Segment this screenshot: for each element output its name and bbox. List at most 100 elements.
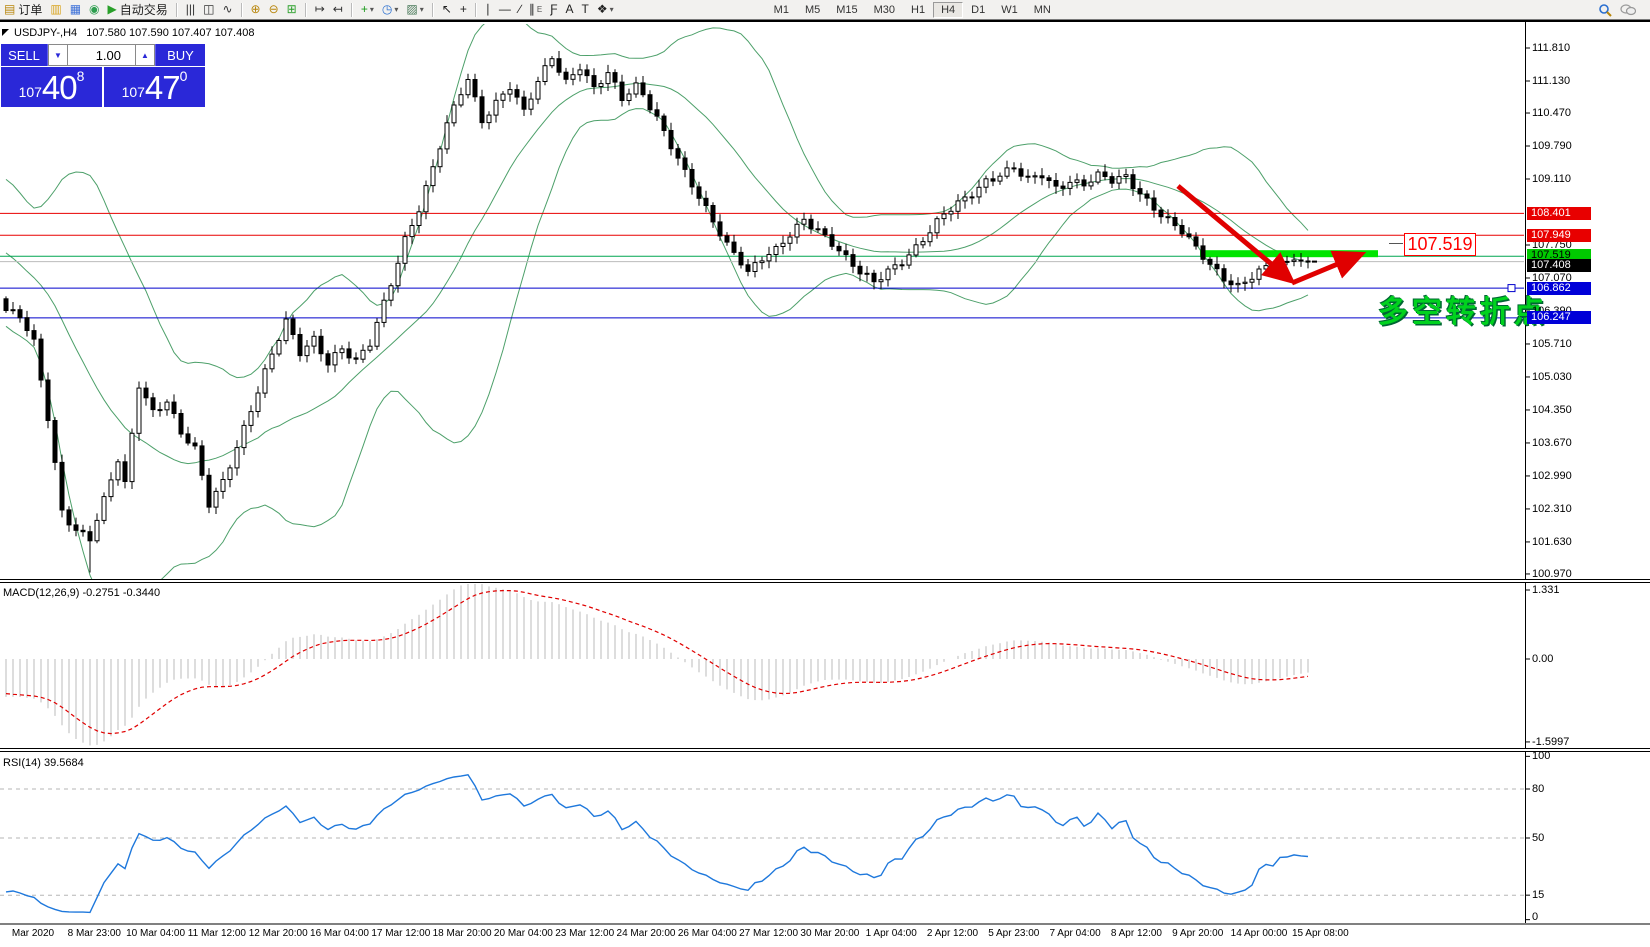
toolbar: ▤ 订单 ▥ ▦ ◉ ▶ 自动交易 ||| ◫ ∿ ⊕ ⊖ ⊞ ↦ ↤ + ▾ ◷ ▾ ▨ ▾ ↖ + ∣ ― ∕ ∥ E Ƒ A T ❖ ▾ M… [0, 0, 1650, 20]
date-label: 8 Apr 12:00 [1110, 928, 1162, 939]
price-chart-canvas[interactable] [0, 22, 1650, 947]
one-click-trading-panel: SELL ▼ 1.00 ▲ BUY 107 40 8 107 47 0 [1, 44, 205, 107]
timeframe-button-mn[interactable]: MN [1033, 3, 1051, 16]
rsi-pane-resize-handle[interactable] [0, 748, 1650, 752]
tile-windows-icon[interactable]: ⊞ [284, 1, 300, 18]
date-label: 30 Mar 20:00 [800, 928, 860, 939]
timeframe-button-m1[interactable]: M1 [773, 3, 789, 16]
date-label: 17 Mar 12:00 [371, 928, 431, 939]
search-icon[interactable] [1595, 1, 1615, 18]
timeframe-button-m30[interactable]: M30 [873, 3, 896, 16]
navigator-icon[interactable]: ◉ [86, 1, 102, 18]
price-tick-label: 103.670 [1532, 436, 1572, 449]
fibonacci-icon[interactable]: Ƒ [547, 1, 560, 18]
periodicity-icon: ◷ [381, 2, 393, 16]
data-window-icon[interactable]: ▦ [67, 1, 84, 18]
cursor-icon[interactable]: ↖ [439, 1, 455, 18]
timeframe-button-d1[interactable]: D1 [971, 3, 986, 16]
new-order-icon[interactable]: ▤ 订单 [1, 1, 45, 18]
horizontal-line-objects [0, 212, 1524, 319]
toolbar-group: ⊕ ⊖ ⊞ [247, 1, 301, 19]
autotrade-icon[interactable]: ▶ 自动交易 [105, 1, 171, 18]
equidistant-channel-icon-sub: E [536, 5, 543, 14]
crosshair-icon[interactable]: + [457, 1, 470, 18]
chart-shift-icon[interactable]: ↤ [330, 1, 346, 18]
ohlc-values-label: 107.580 107.590 107.407 107.408 [86, 27, 255, 39]
volume-decrease-button[interactable]: ▼ [48, 44, 68, 66]
price-marker-106-247: 106.247 [1527, 311, 1591, 325]
timeframe-button-m5[interactable]: M5 [804, 3, 821, 16]
periodicity-icon[interactable]: ◷ ▾ [379, 1, 402, 18]
horizontal-line-icon[interactable]: ― [496, 1, 514, 18]
toolbar-group: ||| ◫ ∿ [182, 1, 237, 19]
trendline-icon: ∕ [518, 2, 521, 16]
volume-input[interactable]: 1.00 [68, 44, 135, 66]
price-tick-label: 102.310 [1532, 502, 1572, 515]
chart-header: USDJPY-,H4 107.580 107.590 107.407 107.4… [14, 27, 254, 39]
price-tick-label: 107.070 [1532, 271, 1572, 284]
arrows-icon[interactable]: ❖ ▾ [594, 1, 617, 18]
bar-chart-icon: ||| [185, 2, 196, 16]
date-label: 11 Mar 12:00 [187, 928, 246, 939]
rsi-tick-label: 80 [1532, 783, 1545, 795]
date-label: 1 Apr 04:00 [865, 928, 917, 939]
timeframe-button-w1[interactable]: W1 [1001, 3, 1018, 16]
toolbar-group: ↖ + [438, 1, 471, 19]
volume-increase-button[interactable]: ▲ [135, 44, 155, 66]
price-tick-label: 101.630 [1532, 535, 1572, 548]
community-chat-icon[interactable] [1617, 1, 1639, 18]
auto-scroll-icon[interactable]: ↦ [312, 1, 328, 18]
macd-indicator-label: MACD(12,26,9) -0.2751 -0.3440 [3, 587, 161, 599]
rsi-tick-label: 50 [1532, 832, 1545, 844]
candlestick-icon: ◫ [203, 2, 215, 16]
toolbar-separator [240, 2, 243, 17]
price-tick-label: 109.790 [1532, 140, 1572, 152]
macd-pane [5, 584, 1309, 746]
vertical-line-icon[interactable]: ∣ [482, 1, 494, 18]
price-tick-label: 105.710 [1532, 337, 1572, 350]
price-marker-107-408: 107.408 [1527, 259, 1591, 273]
buy-button[interactable]: BUY [155, 44, 205, 66]
autotrade-icon-label: 自动交易 [119, 3, 168, 17]
horizontal-line-icon: ― [498, 2, 511, 16]
hline-drag-handle[interactable] [1507, 284, 1516, 293]
price-tick-label: 110.470 [1532, 107, 1571, 120]
date-label: 27 Mar 12:00 [739, 928, 799, 939]
templates-icon[interactable]: ▨ ▾ [403, 1, 426, 18]
bar-chart-icon[interactable]: ||| [183, 1, 198, 18]
timeframe-button-m15[interactable]: M15 [836, 3, 858, 16]
line-chart-icon[interactable]: ∿ [219, 1, 235, 18]
date-label: 5 Apr 23:00 [988, 928, 1040, 939]
market-watch-icon[interactable]: ▥ [47, 1, 64, 18]
buy-price-display[interactable]: 107 47 0 [104, 67, 205, 107]
data-window-icon: ▦ [69, 2, 82, 16]
price-callout-label[interactable]: 107.519 [1404, 233, 1476, 256]
price-tick-label: 111.130 [1532, 74, 1571, 87]
vertical-line-icon: ∣ [484, 2, 491, 16]
zoom-out-icon[interactable]: ⊖ [266, 1, 282, 18]
toolbar-group: + ▾ ◷ ▾ ▨ ▾ [357, 1, 428, 19]
dropdown-caret-icon: ▾ [609, 5, 614, 14]
sell-button[interactable]: SELL [1, 44, 48, 66]
new-chart-icon[interactable]: + ▾ [358, 1, 377, 18]
date-label: Mar 2020 [11, 928, 55, 939]
date-label: 26 Mar 04:00 [677, 928, 737, 939]
price-tick-label: 105.030 [1532, 370, 1572, 383]
sell-price-display[interactable]: 107 40 8 [1, 67, 102, 107]
new-chart-icon: + [360, 2, 368, 16]
new-order-icon: ▤ [4, 2, 16, 16]
text-label-icon[interactable]: T [579, 1, 592, 18]
equidistant-channel-icon: ∥ [528, 2, 535, 16]
date-label: 9 Apr 20:00 [1172, 928, 1224, 939]
zoom-in-icon[interactable]: ⊕ [248, 1, 264, 18]
chart-window[interactable]: USDJPY-,H4 107.580 107.590 107.407 107.4… [0, 20, 1650, 947]
text-icon[interactable]: A [563, 1, 577, 18]
toolbar-separator [175, 2, 178, 17]
pivot-annotation-text[interactable]: 多空转折点 [1378, 296, 1548, 329]
timeframe-button-h1[interactable]: H1 [911, 3, 926, 16]
timeframe-button-h4[interactable]: H4 [933, 1, 964, 18]
equidistant-channel-icon[interactable]: ∥ E [526, 1, 545, 18]
trendline-icon[interactable]: ∕ [516, 1, 524, 18]
macd-pane-resize-handle[interactable] [0, 579, 1650, 583]
candlestick-icon[interactable]: ◫ [200, 1, 217, 18]
